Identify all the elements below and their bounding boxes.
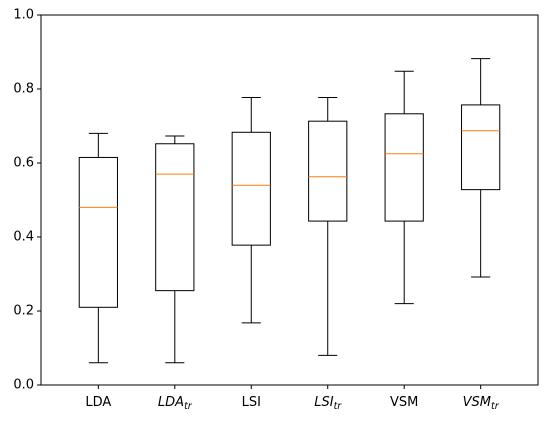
axes-frame [40,14,539,386]
box-group-3 [308,97,348,356]
box-group-1 [155,135,195,364]
box-group-4 [384,70,424,305]
box-iqr [78,156,118,308]
box-iqr [308,120,348,222]
box-iqr [384,113,424,222]
x-tick-label: LDAtr [158,395,193,412]
x-tick-label: LDA [85,395,111,410]
x-tick-label: VSMtr [463,395,500,412]
box-group-5 [461,58,501,278]
box-iqr [461,104,501,191]
y-axis: 0.0 0.2 0.4 0.6 0.8 1.0 [13,8,41,393]
box-iqr [155,143,195,292]
box-group-0 [78,132,118,364]
x-tick-label: LSItr [314,395,342,412]
y-tick-label: 0.2 [13,304,34,319]
y-tick-label: 0.6 [13,156,34,171]
box-group-2 [231,97,271,324]
x-tick-label: VSM [390,395,418,410]
y-tick-label: 0.8 [13,82,34,97]
box-iqr [231,131,271,246]
y-tick-label: 1.0 [13,8,34,23]
plot-area [78,58,501,364]
y-tick-label: 0.4 [13,230,34,245]
y-tick-label: 0.0 [13,378,34,393]
x-axis: LDA LDAtr LSI LSItr VSM VSMtr [85,385,500,412]
x-tick-label: LSI [242,395,261,410]
